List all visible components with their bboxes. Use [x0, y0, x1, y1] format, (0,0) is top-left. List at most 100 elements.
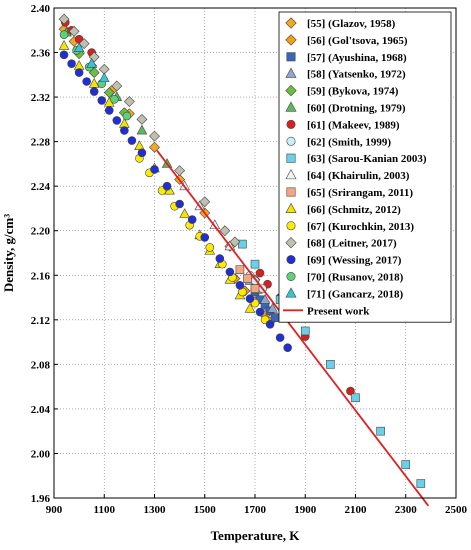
- data-point: [67, 59, 76, 68]
- legend-label: [65] (Srirangam, 2011): [307, 187, 413, 199]
- data-point: [120, 126, 129, 135]
- legend-swatch: [286, 153, 296, 163]
- legend-swatch: [286, 221, 296, 231]
- data-point: [136, 113, 148, 125]
- data-point: [58, 13, 70, 25]
- data-point: [255, 307, 265, 317]
- y-tick-label: 2.08: [31, 359, 51, 371]
- data-point: [162, 181, 172, 191]
- legend-label: [62] (Smith, 1999): [307, 136, 391, 148]
- data-point: [68, 25, 80, 37]
- data-point: [58, 40, 70, 50]
- data-point: [150, 165, 159, 174]
- legend-label: [56] (Gol'tsova, 1965): [307, 35, 408, 47]
- data-point: [122, 111, 132, 121]
- y-tick-label: 2.20: [31, 226, 51, 238]
- data-point: [98, 72, 110, 83]
- legend-swatch: [286, 119, 296, 129]
- data-point: [401, 460, 411, 469]
- x-tick-label: 1300: [144, 504, 167, 516]
- tick-layer: 1.96 2.00 2.04 2.08 2.12 2.16 2.20 2.24 2.28 2.32…: [31, 3, 468, 516]
- series-16: [73, 42, 110, 83]
- data-point: [73, 42, 85, 52]
- legend-item: [59] (Bykova, 1974): [285, 84, 399, 98]
- data-point: [123, 96, 135, 107]
- x-tick-label: 900: [46, 504, 63, 516]
- legend-label: [63] (Sarou-Kanian 2003): [307, 153, 427, 165]
- data-point: [205, 243, 215, 252]
- legend-item: [55] (Glazov, 1958): [285, 17, 396, 30]
- data-point: [229, 236, 241, 248]
- x-tick-label: 1500: [194, 504, 217, 516]
- data-point: [179, 208, 190, 218]
- legend-item: [63] (Sarou-Kanian 2003): [286, 153, 427, 165]
- y-tick-label: 2.12: [31, 315, 51, 327]
- data-point: [175, 199, 184, 209]
- data-point: [416, 479, 426, 488]
- data-point: [134, 140, 145, 150]
- data-point: [74, 68, 84, 77]
- y-tick-label: 1.96: [31, 493, 51, 505]
- data-point: [250, 284, 260, 293]
- series-14: [59, 50, 292, 352]
- data-point: [270, 313, 280, 322]
- data-point: [351, 393, 360, 403]
- data-point: [110, 95, 119, 104]
- data-point: [78, 38, 90, 50]
- data-point: [265, 319, 275, 329]
- legend-item: [66] (Schmitz, 2012): [285, 202, 401, 216]
- x-tick-label: 1900: [294, 504, 317, 516]
- legend-swatch: [285, 67, 297, 78]
- x-axis-title: Temperature, K: [211, 528, 301, 543]
- legend-box: [278, 11, 452, 323]
- data-point: [187, 215, 197, 224]
- legend-swatch: [286, 187, 296, 197]
- data-point: [283, 343, 292, 352]
- legend-item: [56] (Gol'tsova, 1965): [285, 34, 408, 47]
- data-point: [259, 293, 271, 304]
- data-point: [245, 294, 255, 303]
- data-point: [73, 60, 85, 70]
- legend-item: [60] (Drotning, 1979): [285, 101, 406, 115]
- legend-swatch: [285, 287, 297, 298]
- legend-swatch: [286, 52, 296, 62]
- y-tick-label: 2.04: [31, 404, 51, 416]
- legend-swatch: [286, 271, 296, 281]
- legend-item: Present work: [283, 305, 370, 317]
- data-point: [300, 326, 310, 336]
- data-point: [136, 124, 148, 135]
- legend-item: [71] (Gancarz, 2018): [285, 287, 404, 300]
- data-point: [112, 116, 122, 125]
- legend-item: [62] (Smith, 1999): [286, 136, 391, 148]
- data-point: [250, 259, 260, 269]
- data-point: [243, 274, 252, 283]
- legend-swatch: [285, 169, 297, 180]
- data-point: [82, 77, 91, 86]
- legend-swatch: [285, 101, 297, 112]
- data-point: [174, 165, 186, 177]
- legend-swatch: [285, 17, 297, 29]
- present-work-line: [156, 149, 430, 507]
- data-point: [225, 267, 235, 277]
- legend-label: Present work: [307, 305, 370, 317]
- data-point: [104, 106, 114, 115]
- legend-item: [70] (Rusanov, 2018): [286, 271, 404, 284]
- x-tick-label: 2500: [445, 504, 468, 516]
- y-tick-label: 2.32: [31, 92, 51, 104]
- x-tick-label: 1100: [94, 504, 116, 516]
- data-point: [86, 57, 97, 68]
- legend-swatch: [285, 84, 297, 97]
- data-point: [326, 360, 335, 369]
- legend-label: [57] (Ayushina, 1968): [307, 52, 407, 64]
- series-layer: [58, 13, 430, 507]
- legend-label: [71] (Gancarz, 2018): [307, 288, 404, 300]
- data-point: [97, 96, 107, 105]
- legend-label: [70] (Rusanov, 2018): [307, 272, 404, 284]
- legend-label: [66] (Schmitz, 2012): [307, 204, 401, 216]
- legend-item: [67] (Kurochkin, 2013): [286, 221, 414, 233]
- y-tick-label: 2.16: [31, 270, 51, 282]
- data-point: [89, 87, 99, 96]
- data-point: [275, 333, 285, 342]
- legend-label: [55] (Glazov, 1958): [307, 18, 396, 30]
